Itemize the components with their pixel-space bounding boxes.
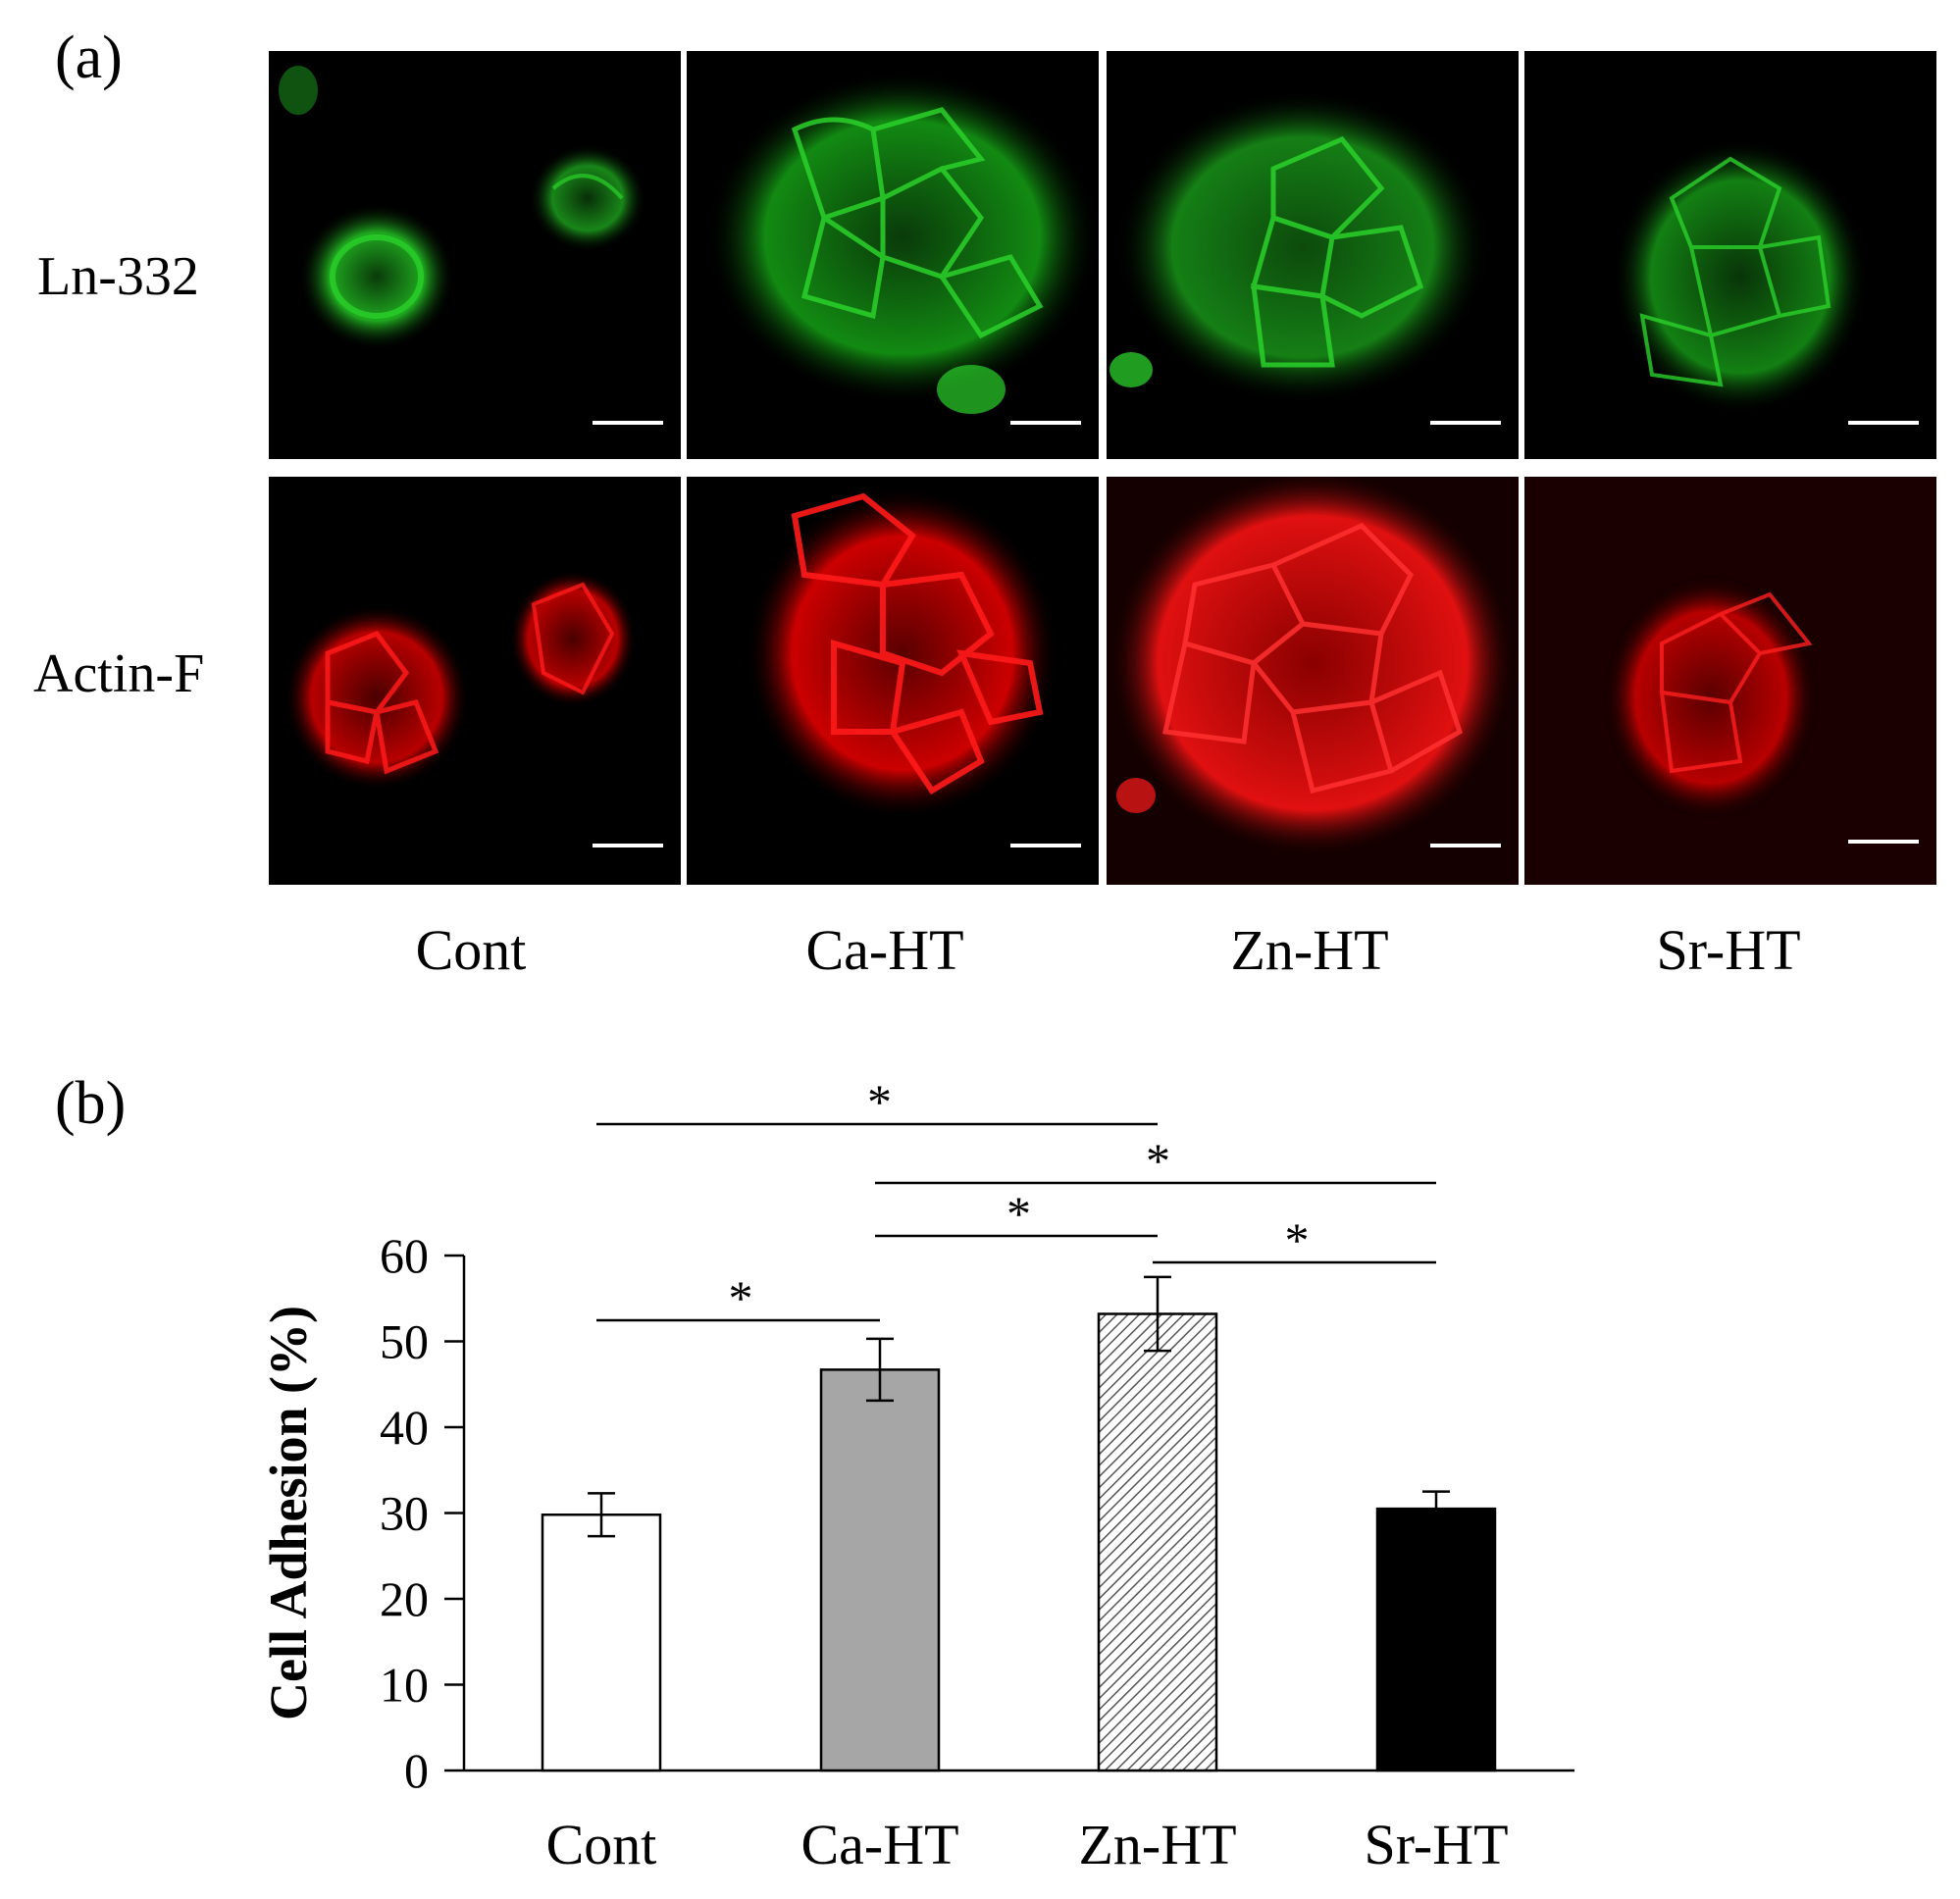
significance-star-3: *: [867, 1074, 892, 1129]
significance-star-4: *: [1146, 1133, 1170, 1188]
y-tick-label-40: 40: [380, 1400, 429, 1455]
x-tick-label-3: Sr-HT: [1364, 1813, 1508, 1876]
micrograph-ln332-zn-ht: [1107, 51, 1519, 459]
panel-b-label: (b): [55, 1070, 127, 1137]
bar-zn-ht: [1097, 1312, 1218, 1772]
y-tick-label-10: 10: [380, 1658, 429, 1713]
micrograph-actin-zn-ht: [1107, 477, 1519, 885]
y-tick-label-20: 20: [380, 1571, 429, 1626]
y-tick-label-60: 60: [380, 1228, 429, 1283]
x-tick-label-2: Zn-HT: [1078, 1813, 1236, 1876]
significance-star-0: *: [729, 1270, 753, 1325]
micrograph-actin-sr-ht: [1524, 477, 1936, 885]
micrograph-ln332-sr-ht: [1524, 51, 1936, 459]
row-label-actin: Actin-F: [33, 643, 205, 704]
column-label-ca-ht: Ca-HT: [805, 918, 964, 982]
y-tick-label-50: 50: [380, 1314, 429, 1369]
significance-star-1: *: [1006, 1186, 1031, 1241]
column-label-sr-ht: Sr-HT: [1656, 918, 1801, 982]
x-tick-label-1: Ca-HT: [800, 1813, 958, 1876]
micrograph-actin-ca-ht: [687, 477, 1099, 885]
panel-a-label: (a): [55, 25, 123, 91]
bar-ca-ht: [819, 1368, 941, 1772]
bar-sr-ht: [1375, 1507, 1497, 1772]
micrograph-ln332-ca-ht: [687, 51, 1099, 459]
micrograph-ln332-cont: [269, 51, 681, 459]
row-label-ln332: Ln-332: [37, 246, 199, 307]
column-label-cont: Cont: [415, 918, 527, 982]
bar-cont: [541, 1514, 662, 1772]
y-tick-label-30: 30: [380, 1486, 429, 1541]
significance-star-2: *: [1285, 1212, 1310, 1267]
y-axis-label: Cell Adhesion (%): [259, 1306, 318, 1720]
x-tick-label-0: Cont: [546, 1813, 657, 1876]
column-label-zn-ht: Zn-HT: [1230, 918, 1389, 982]
bar-chart: 0 10 20 30 40 50 60 Cell Adhesion (%) Cont Ca-HT Z…: [259, 1074, 1574, 1876]
y-tick-label-0: 0: [404, 1743, 429, 1798]
micrograph-actin-cont: [269, 477, 681, 885]
